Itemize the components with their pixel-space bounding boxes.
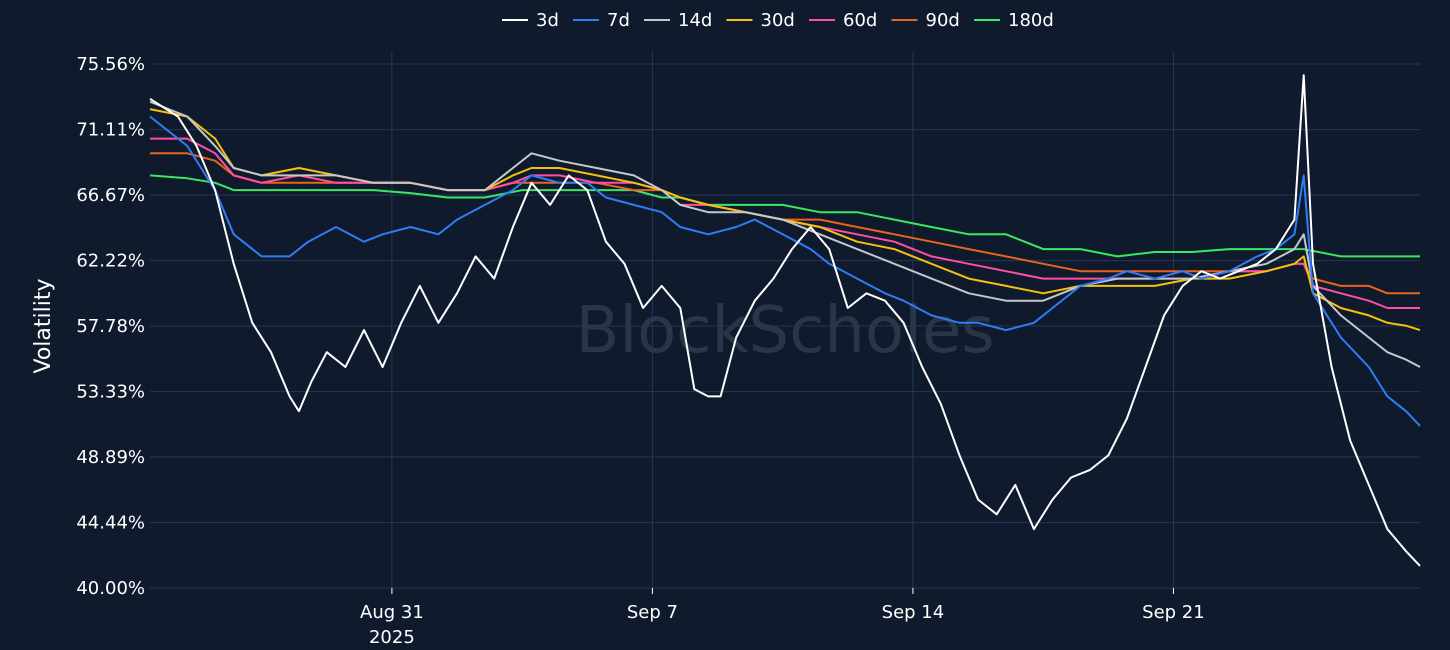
legend-label: 7d <box>607 10 630 31</box>
x-tick-label: Sep 7 <box>627 602 678 623</box>
y-tick-label: 44.44% <box>76 513 145 534</box>
legend-item-14d[interactable]: 14d <box>644 10 712 31</box>
y-tick-label: 40.00% <box>76 578 145 599</box>
legend-label: 60d <box>843 10 877 31</box>
watermark: BlockScholes <box>575 294 994 368</box>
x-gridlines <box>391 52 1174 588</box>
y-tick-label: 75.56% <box>76 54 145 75</box>
legend-label: 90d <box>926 10 960 31</box>
y-tick-label: 53.33% <box>76 382 145 403</box>
legend-label: 14d <box>678 10 712 31</box>
legend: 3d 7d 14d 30d 60d 90d 180d <box>502 10 1054 31</box>
series-line-180d <box>149 174 1420 258</box>
legend-label: 30d <box>761 10 795 31</box>
x-tick-sublabel: 2025 <box>369 627 415 648</box>
x-tick-label: Sep 14 <box>882 602 945 623</box>
legend-item-3d[interactable]: 3d <box>502 10 559 31</box>
series-line-14d <box>149 100 1421 368</box>
series-layer <box>149 74 1421 567</box>
y-tick-label: 57.78% <box>76 316 145 337</box>
x-tick-label: Sep 21 <box>1142 602 1205 623</box>
legend-label: 180d <box>1008 10 1054 31</box>
x-axis: Aug 31 2025 Sep 7 Sep 14 Sep 21 <box>360 588 1205 648</box>
series-line-7d <box>149 115 1421 427</box>
y-tick-label: 62.22% <box>76 251 145 272</box>
legend-item-7d[interactable]: 7d <box>573 10 630 31</box>
legend-item-180d[interactable]: 180d <box>974 10 1054 31</box>
legend-item-60d[interactable]: 60d <box>809 10 877 31</box>
y-tick-label: 66.67% <box>76 185 145 206</box>
legend-item-30d[interactable]: 30d <box>726 10 795 31</box>
legend-label: 3d <box>536 10 559 31</box>
y-tick-label: 71.11% <box>76 120 145 141</box>
legend-item-90d[interactable]: 90d <box>891 10 960 31</box>
y-tick-label: 48.89% <box>76 447 145 468</box>
x-tick-label: Aug 31 <box>360 602 424 623</box>
series-line-3d <box>149 74 1421 567</box>
y-axis-title: Volatility <box>31 278 56 373</box>
y-axis: 40.00% 44.44% 48.89% 53.33% 57.78% 62.22% 66.6… <box>76 54 145 599</box>
